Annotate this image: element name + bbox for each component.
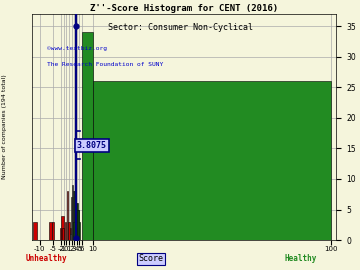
Bar [77,210,79,240]
Bar [75,203,76,240]
Bar [78,210,80,240]
Bar [69,228,71,240]
Bar [70,234,72,240]
Bar [33,222,37,240]
Text: Healthy: Healthy [284,254,317,263]
Bar [73,191,74,240]
Bar [76,228,77,240]
Text: The Research Foundation of SUNY: The Research Foundation of SUNY [47,62,163,67]
Bar [68,222,69,240]
Bar [67,191,68,240]
Bar [76,203,77,240]
Bar [61,216,64,240]
Text: Number of companies (194 total): Number of companies (194 total) [2,75,7,179]
Text: ©www.textbiz.org: ©www.textbiz.org [47,46,107,51]
Bar [73,222,75,240]
Bar [74,191,76,240]
Text: Unhealthy: Unhealthy [25,254,67,263]
Bar [93,81,331,240]
Text: Sector: Consumer Non-Cyclical: Sector: Consumer Non-Cyclical [108,23,252,32]
Bar [60,228,61,240]
Title: Z''-Score Histogram for CENT (2016): Z''-Score Histogram for CENT (2016) [90,4,278,13]
Bar [82,32,93,240]
Bar [72,197,73,240]
Bar [62,228,64,240]
Text: 3.8075: 3.8075 [77,141,107,150]
Bar [71,197,72,240]
Bar [72,185,73,240]
Bar [49,222,51,240]
Text: Score: Score [139,254,164,263]
Bar [79,222,80,240]
Bar [77,203,78,240]
Bar [65,222,66,240]
Bar [51,222,54,240]
